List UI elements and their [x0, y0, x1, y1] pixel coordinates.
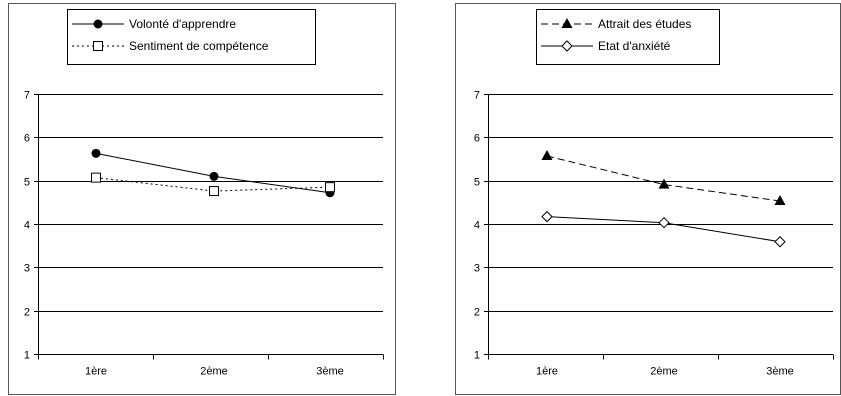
y-tick-label: 2	[24, 307, 30, 319]
y-tick-label: 7	[24, 90, 30, 102]
x-tick-label: 1ère	[536, 366, 558, 378]
y-tick-label: 3	[474, 263, 480, 275]
x-tick-label: 1ère	[85, 366, 107, 378]
legend-label: Sentiment de compétence	[129, 39, 269, 53]
y-tick-label: 6	[474, 133, 480, 145]
x-tick-label: 2ème	[650, 366, 678, 378]
data-point	[209, 186, 219, 197]
series-1	[91, 172, 335, 197]
data-point	[541, 149, 553, 160]
y-tick-label: 5	[24, 177, 30, 189]
legend-marker	[93, 19, 103, 29]
series-0	[91, 148, 335, 198]
data-point	[325, 182, 335, 193]
y-tick-label: 1	[24, 350, 30, 362]
series-1	[541, 210, 786, 248]
legend: Volonté d'apprendre Sentiment de compéten…	[67, 9, 316, 65]
legend-marker	[93, 41, 103, 51]
y-tick-label: 7	[474, 90, 480, 102]
x-tick-label: 3ème	[766, 366, 794, 378]
data-point	[91, 148, 101, 158]
legend: Attrait des études Etat d'anxiété	[536, 9, 720, 65]
y-tick-label: 2	[474, 307, 480, 319]
data-point	[91, 172, 101, 183]
data-point	[658, 216, 670, 229]
y-tick-label: 4	[474, 220, 480, 232]
x-tick-label: 2ème	[200, 366, 228, 378]
y-tick-label: 5	[474, 177, 480, 189]
series-0	[541, 149, 786, 206]
data-point	[774, 236, 786, 248]
legend-label: Etat d'anxiété	[598, 39, 671, 53]
y-tick-label: 6	[24, 133, 30, 145]
y-tick-label: 3	[24, 263, 30, 275]
legend-marker	[561, 40, 573, 52]
legend-label: Attrait des études	[598, 17, 691, 31]
legend-box	[536, 9, 720, 65]
x-tick-label: 3ème	[316, 366, 344, 378]
data-point	[774, 195, 786, 206]
y-tick-label: 1	[474, 350, 480, 362]
chart-frame	[455, 3, 841, 395]
chart-frame	[8, 3, 396, 395]
series-line	[95, 177, 331, 192]
chart-right: 1 2 3 4 5 6 7 1ère 2ème 3ème Attrait des études Eta…	[455, 3, 841, 395]
y-tick-label: 4	[24, 220, 30, 232]
data-point	[658, 178, 670, 189]
data-point	[209, 171, 219, 181]
legend-box	[67, 9, 316, 65]
legend-marker	[561, 18, 573, 28]
data-point	[541, 210, 553, 223]
series-line	[546, 155, 781, 202]
legend-label: Volonté d'apprendre	[129, 17, 236, 31]
chart-left: 1 2 3 4 5 6 7 1ère 2ème 3ème Volonté d'apprendre Se…	[8, 3, 396, 395]
